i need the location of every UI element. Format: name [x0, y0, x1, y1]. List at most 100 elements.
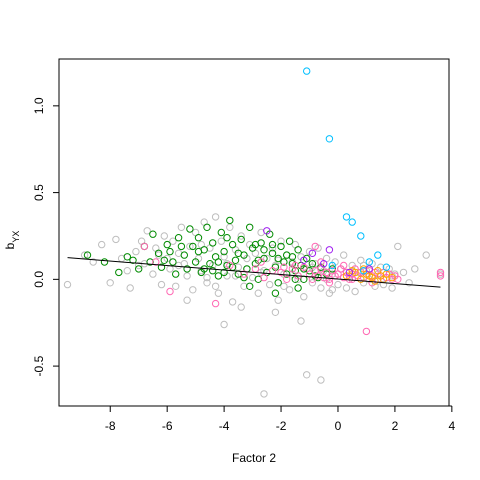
data-point [146, 258, 154, 266]
data-point [237, 232, 245, 240]
data-point [194, 247, 203, 256]
data-point [274, 296, 282, 304]
data-point [209, 239, 217, 247]
data-point [274, 254, 282, 263]
data-point [300, 293, 308, 301]
data-point [268, 240, 277, 249]
data-point [283, 251, 291, 259]
data-point [357, 275, 365, 283]
data-point [271, 289, 280, 297]
data-point [374, 251, 382, 259]
data-point [240, 273, 248, 282]
data-point [183, 272, 191, 280]
data-point [132, 247, 140, 256]
data-point [365, 265, 373, 273]
data-point [183, 265, 191, 273]
data-point [317, 284, 325, 292]
data-point [123, 267, 132, 275]
data-point [220, 247, 228, 256]
data-point [149, 270, 157, 278]
data-point [214, 272, 223, 280]
data-point [308, 275, 317, 283]
data-point [226, 223, 234, 232]
data-point [135, 265, 143, 273]
data-point [211, 213, 220, 221]
regression-line [67, 257, 441, 288]
data-point [220, 320, 228, 329]
data-point [325, 279, 334, 287]
data-point [211, 299, 220, 308]
data-point [260, 390, 268, 398]
y-axis-title: bYX [3, 231, 21, 250]
data-point [388, 284, 396, 292]
data-point [277, 237, 285, 245]
data-point [240, 270, 248, 278]
x-tick-label: -8 [105, 419, 116, 433]
data-point [257, 258, 265, 266]
data-point [399, 268, 408, 277]
data-point [274, 279, 282, 287]
data-point [143, 227, 151, 235]
data-point [228, 240, 237, 249]
data-point [83, 251, 92, 259]
data-point [277, 242, 285, 251]
data-point [379, 280, 388, 289]
data-point [223, 234, 231, 242]
data-point [160, 232, 169, 240]
data-point [152, 258, 160, 266]
data-point [348, 218, 356, 226]
data-point [191, 258, 200, 266]
data-point [317, 376, 325, 384]
data-point [294, 246, 302, 254]
data-point [154, 249, 163, 258]
data-point [325, 135, 334, 143]
data-point [340, 251, 348, 259]
y-axis-title-sub: YX [11, 231, 21, 243]
data-point [172, 270, 180, 278]
data-point [169, 237, 177, 245]
data-point [226, 261, 234, 270]
data-point [303, 371, 311, 379]
data-point [157, 263, 166, 271]
data-point [328, 261, 336, 270]
data-point [260, 246, 268, 254]
data-point [220, 268, 228, 277]
data-point [365, 258, 373, 266]
x-axis: -8 -6 -4 -2 0 2 4 [105, 405, 456, 433]
data-point [308, 260, 317, 268]
data-point [149, 230, 157, 238]
data-point [365, 272, 373, 280]
data-point [163, 240, 171, 249]
data-point [291, 261, 299, 270]
y-tick-label: 0.5 [32, 184, 46, 201]
data-point [203, 273, 211, 282]
data-point [214, 289, 223, 297]
data-point [311, 242, 319, 251]
x-tick-label: -2 [276, 419, 287, 433]
data-point [234, 263, 243, 271]
data-point [169, 258, 177, 266]
data-point [325, 275, 334, 283]
data-point [308, 279, 317, 287]
data-point [254, 289, 262, 297]
data-point [328, 286, 336, 294]
data-point [106, 279, 114, 287]
data-point [186, 242, 194, 251]
data-point [345, 268, 354, 277]
data-point [135, 261, 143, 270]
data-point [228, 298, 237, 306]
data-point [217, 237, 226, 245]
data-point [100, 258, 109, 266]
data-point [285, 286, 294, 294]
data-point [300, 263, 308, 271]
y-tick-label: -0.5 [32, 355, 46, 376]
data-point [268, 244, 277, 252]
data-point [300, 256, 308, 264]
data-point [231, 256, 240, 264]
data-point [388, 273, 396, 282]
data-point [89, 258, 97, 266]
x-tick-label: -4 [219, 419, 230, 433]
data-point [226, 216, 234, 225]
data-point [405, 279, 413, 287]
